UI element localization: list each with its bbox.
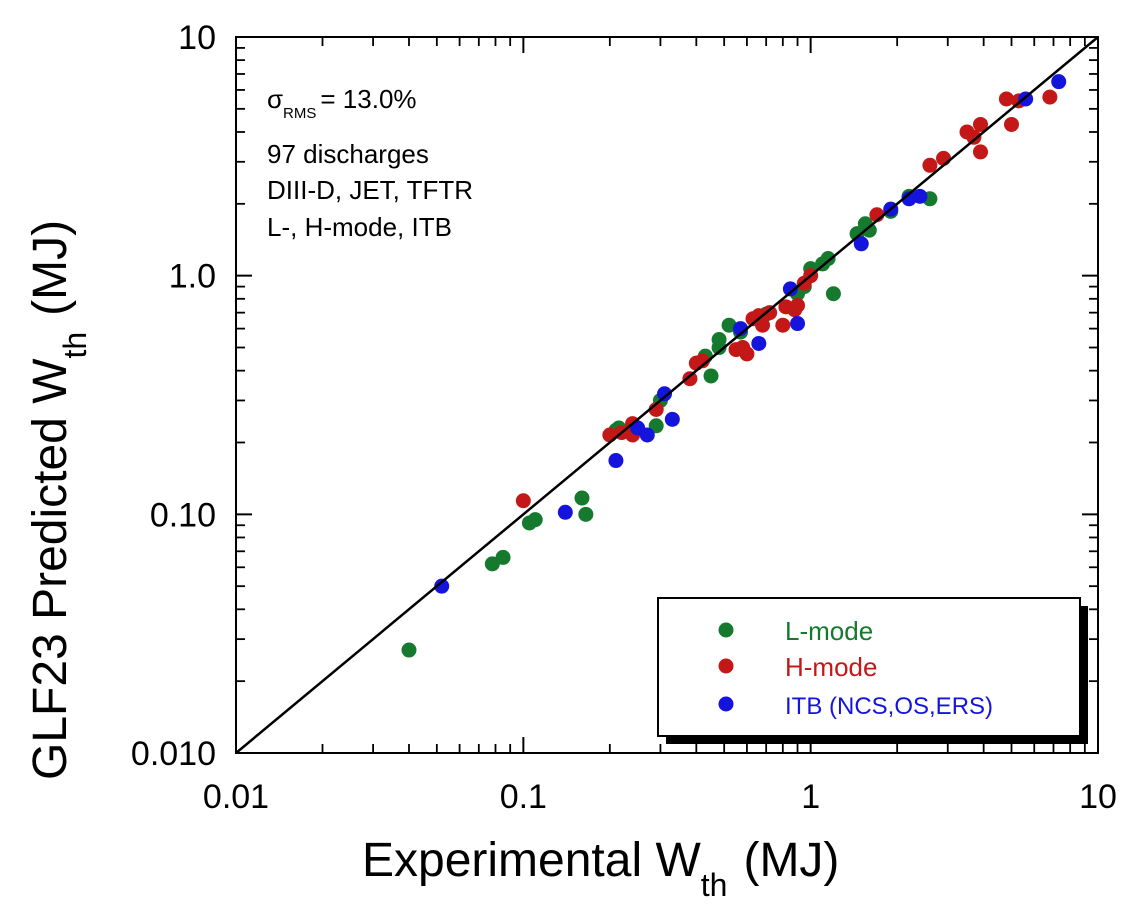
data-point-l-mode (721, 317, 737, 333)
data-point-h-mode (936, 150, 952, 166)
data-point-l-mode (495, 549, 511, 565)
data-point-h-mode (1004, 116, 1020, 132)
annotation-line: L-, H-mode, ITB (267, 212, 452, 242)
legend-label-itb: ITB (NCS,OS,ERS) (785, 693, 993, 720)
legend-marker-l-mode (718, 622, 734, 638)
y-tick-labels: 0.010 0.10 1.0 10 (131, 19, 216, 773)
data-point-l-mode (861, 222, 877, 238)
data-point-l-mode (648, 418, 664, 434)
legend-marker-h-mode (718, 658, 734, 674)
plot-frame (235, 36, 1099, 754)
annotation-line: DIII-D, JET, TFTR (267, 175, 473, 205)
data-point-itb (639, 427, 655, 443)
y-tick-label: 0.010 (131, 735, 216, 773)
data-point-h-mode (790, 297, 806, 313)
data-point-l-mode (401, 642, 417, 658)
data-point-itb (1051, 74, 1067, 90)
data-point-itb (790, 316, 806, 332)
data-point-h-mode (922, 157, 938, 173)
x-axis-title-main: Experimental W (362, 834, 701, 887)
data-point-h-mode (739, 346, 755, 362)
data-point-l-mode (574, 490, 590, 506)
y-axis-title-main: GLF23 Predicted W (24, 358, 77, 780)
stats-annotation: σRMS = 13.0% 97 discharges DIII-D, JET, T… (267, 84, 473, 242)
data-point-itb (664, 411, 680, 427)
annotation-line: 97 discharges (267, 139, 429, 169)
data-point-h-mode (755, 317, 771, 333)
x-axis-title-unit: (MJ) (743, 834, 839, 887)
x-tick-label: 0.01 (203, 778, 269, 816)
sigma-value: = 13.0% (320, 84, 416, 114)
data-point-l-mode (825, 286, 841, 302)
data-point-itb (751, 335, 767, 351)
data-point-itb (782, 281, 798, 297)
data-point-l-mode (578, 506, 594, 522)
data-points (401, 74, 1067, 658)
identity-line (235, 36, 1099, 754)
y-tick-label: 1.0 (169, 258, 216, 296)
x-tick-label: 1 (801, 778, 820, 816)
y-axis-title-unit: (MJ) (24, 220, 77, 316)
data-point-l-mode (711, 340, 727, 356)
x-axis-title: Experimental Wth (MJ) (362, 834, 839, 903)
data-point-l-mode (820, 251, 836, 267)
data-point-h-mode (694, 353, 710, 369)
sigma-subscript: RMS (283, 105, 316, 122)
data-point-itb (912, 188, 928, 204)
data-point-h-mode (682, 371, 698, 387)
y-tick-label: 10 (178, 19, 216, 57)
data-point-h-mode (972, 116, 988, 132)
data-point-h-mode (966, 129, 982, 145)
data-point-l-mode (703, 368, 719, 384)
legend-marker-itb (718, 696, 734, 712)
sigma-symbol: σ (267, 84, 283, 114)
data-point-h-mode (515, 493, 531, 509)
data-point-itb (557, 504, 573, 520)
legend: L-mode H-mode ITB (NCS,OS,ERS) (718, 616, 993, 720)
data-point-itb (853, 236, 869, 252)
data-point-h-mode (972, 144, 988, 160)
data-point-h-mode (998, 91, 1014, 107)
data-point-h-mode (762, 305, 778, 321)
y-tick-label: 0.10 (150, 496, 216, 534)
sigma-label: σRMS = 13.0% (267, 84, 417, 122)
y-axis-title: GLF23 Predicted Wth (MJ) (24, 220, 93, 780)
x-tick-label: 10 (1079, 778, 1117, 816)
data-point-itb (657, 386, 673, 402)
legend-label-h-mode: H-mode (785, 652, 877, 682)
data-point-h-mode (1042, 89, 1058, 105)
x-axis-title-sub: th (701, 867, 728, 903)
data-point-l-mode (527, 512, 543, 528)
data-point-itb (608, 453, 624, 469)
y-axis-title-sub: th (57, 332, 93, 359)
data-point-itb (434, 578, 450, 594)
legend-label-l-mode: L-mode (785, 616, 873, 646)
data-point-h-mode (775, 317, 791, 333)
x-tick-labels: 0.01 0.1 1 10 (203, 778, 1117, 816)
x-tick-label: 0.1 (500, 778, 547, 816)
